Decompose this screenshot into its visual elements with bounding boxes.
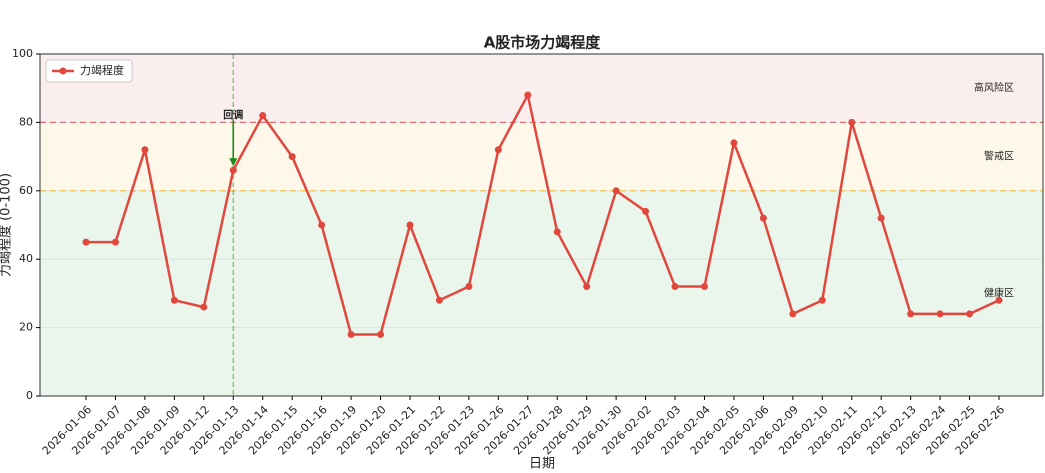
y-tick-label: 0 xyxy=(26,389,33,402)
point xyxy=(642,207,650,215)
point xyxy=(435,296,443,304)
legend-marker xyxy=(59,67,67,75)
point xyxy=(583,283,591,291)
point xyxy=(877,214,885,222)
zone xyxy=(40,54,1043,123)
point xyxy=(936,310,944,318)
point xyxy=(671,283,679,291)
zone-label: 高风险区 xyxy=(974,81,1014,94)
point xyxy=(347,330,355,338)
point xyxy=(288,153,296,161)
point xyxy=(259,112,267,120)
zone-label: 警戒区 xyxy=(984,150,1014,163)
y-axis-label: 力竭程度 (0-100) xyxy=(0,173,14,277)
legend-box xyxy=(45,59,133,83)
point xyxy=(789,310,797,318)
point xyxy=(111,238,119,246)
y-tick-label: 40 xyxy=(19,252,33,265)
point xyxy=(730,139,738,147)
chart-title: A股市场力竭程度 xyxy=(484,34,602,52)
point xyxy=(82,238,90,246)
point xyxy=(406,221,414,229)
point xyxy=(200,303,208,311)
point xyxy=(524,91,532,99)
y-tick-label: 100 xyxy=(12,47,33,60)
annotation-text: 回调 xyxy=(223,108,243,121)
point xyxy=(170,296,178,304)
point xyxy=(848,118,856,126)
point xyxy=(907,310,915,318)
point xyxy=(141,146,149,154)
point xyxy=(995,296,1003,304)
zone xyxy=(40,190,1043,396)
point xyxy=(818,296,826,304)
point xyxy=(229,166,237,174)
x-axis-label: 日期 xyxy=(529,457,555,472)
point xyxy=(966,310,974,318)
legend-label: 力竭程度 xyxy=(80,63,124,77)
point xyxy=(700,283,708,291)
y-tick-label: 20 xyxy=(19,321,33,334)
point xyxy=(318,221,326,229)
plot-frame xyxy=(39,53,1044,397)
y-tick-label: 80 xyxy=(19,115,33,128)
point xyxy=(465,283,473,291)
y-tick-label: 60 xyxy=(19,184,33,197)
line xyxy=(86,91,1000,336)
zone-label: 健康区 xyxy=(984,286,1014,299)
point xyxy=(377,330,385,338)
point xyxy=(759,214,767,222)
point xyxy=(553,228,561,236)
annotation-arrowhead xyxy=(229,158,238,167)
point xyxy=(612,187,620,195)
point xyxy=(494,146,502,154)
